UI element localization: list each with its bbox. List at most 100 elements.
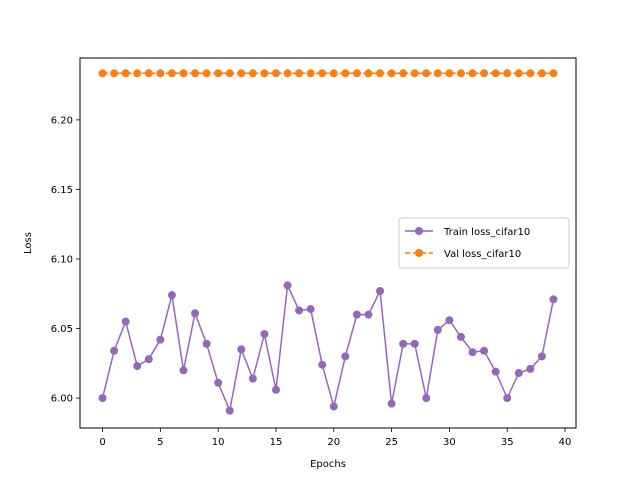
data-point-val-loss-cifar10 [399,69,408,78]
data-point-train-loss-cifar10 [283,281,292,290]
data-point-train-loss-cifar10 [549,295,558,304]
data-point-train-loss-cifar10 [491,367,500,376]
x-tick-label: 30 [443,437,456,448]
plot-series [98,69,558,415]
data-point-train-loss-cifar10 [133,362,142,371]
data-point-train-loss-cifar10 [376,286,385,295]
data-point-val-loss-cifar10 [503,69,512,78]
data-point-train-loss-cifar10 [537,352,546,361]
x-tick-label: 35 [501,437,514,448]
data-point-val-loss-cifar10 [480,69,489,78]
data-point-train-loss-cifar10 [121,317,130,326]
legend-marker-train-loss-cifar10 [415,227,423,235]
data-point-val-loss-cifar10 [121,69,130,78]
data-point-train-loss-cifar10 [422,394,431,403]
data-point-val-loss-cifar10 [341,69,350,78]
x-tick-label: 10 [212,437,225,448]
x-axis: 0 5 10 15 20 25 30 35 40 [99,428,571,448]
data-point-val-loss-cifar10 [133,69,142,78]
data-point-val-loss-cifar10 [110,69,119,78]
data-point-train-loss-cifar10 [179,366,188,375]
data-point-train-loss-cifar10 [225,406,234,415]
data-point-train-loss-cifar10 [433,325,442,334]
data-point-train-loss-cifar10 [260,330,269,339]
data-point-val-loss-cifar10 [202,69,211,78]
data-point-val-loss-cifar10 [248,69,257,78]
data-point-val-loss-cifar10 [445,69,454,78]
legend-marker-val-loss-cifar10 [415,249,423,257]
data-point-val-loss-cifar10 [329,69,338,78]
data-point-val-loss-cifar10 [318,69,327,78]
x-axis-label: Epochs [310,459,346,470]
y-tick-label: 6.05 [51,324,73,335]
y-axis-label: Loss [23,232,34,254]
plot-frame [79,57,577,429]
data-point-val-loss-cifar10 [295,69,304,78]
data-point-val-loss-cifar10 [225,69,234,78]
x-tick-label: 0 [99,437,105,448]
data-point-train-loss-cifar10 [318,360,327,369]
data-point-val-loss-cifar10 [549,69,558,78]
legend-box [398,217,570,269]
data-point-train-loss-cifar10 [248,374,257,383]
data-point-train-loss-cifar10 [295,306,304,315]
data-point-val-loss-cifar10 [387,69,396,78]
data-point-train-loss-cifar10 [503,394,512,403]
data-point-train-loss-cifar10 [364,310,373,319]
data-point-train-loss-cifar10 [399,339,408,348]
data-point-train-loss-cifar10 [514,369,523,378]
y-tick-label: 6.00 [51,394,73,405]
data-point-val-loss-cifar10 [144,69,153,78]
legend-label-train-loss-cifar10: Train loss_cifar10 [443,227,530,238]
data-point-val-loss-cifar10 [191,69,200,78]
data-point-train-loss-cifar10 [237,345,246,354]
data-point-val-loss-cifar10 [364,69,373,78]
data-point-train-loss-cifar10 [387,399,396,408]
data-point-train-loss-cifar10 [468,348,477,357]
x-tick-label: 40 [559,437,572,448]
legend-label-val-loss-cifar10: Val loss_cifar10 [444,249,521,260]
x-tick-label: 15 [270,437,283,448]
y-tick-label: 6.20 [51,115,73,126]
data-point-val-loss-cifar10 [422,69,431,78]
data-point-val-loss-cifar10 [491,69,500,78]
data-point-train-loss-cifar10 [167,291,176,300]
data-point-train-loss-cifar10 [214,378,223,387]
x-tick-label: 5 [157,437,163,448]
data-point-val-loss-cifar10 [433,69,442,78]
data-point-train-loss-cifar10 [480,346,489,355]
series-line-train-loss-cifar10 [101,282,555,414]
data-point-val-loss-cifar10 [537,69,546,78]
data-point-train-loss-cifar10 [110,346,119,355]
data-point-val-loss-cifar10 [260,69,269,78]
y-tick-label: 6.10 [51,254,73,265]
data-point-train-loss-cifar10 [156,335,165,344]
data-point-val-loss-cifar10 [283,69,292,78]
x-tick-label: 25 [385,437,398,448]
data-point-train-loss-cifar10 [445,316,454,325]
y-tick-label: 6.15 [51,185,73,196]
y-axis: 6.00 6.05 6.10 6.15 6.20 [51,115,80,405]
data-point-val-loss-cifar10 [271,69,280,78]
data-point-val-loss-cifar10 [526,69,535,78]
data-point-val-loss-cifar10 [456,69,465,78]
data-point-train-loss-cifar10 [456,332,465,341]
data-point-train-loss-cifar10 [341,352,350,361]
data-point-val-loss-cifar10 [156,69,165,78]
data-point-train-loss-cifar10 [191,309,200,318]
data-point-train-loss-cifar10 [410,339,419,348]
data-point-val-loss-cifar10 [468,69,477,78]
data-point-val-loss-cifar10 [514,69,523,78]
data-point-val-loss-cifar10 [167,69,176,78]
data-point-val-loss-cifar10 [214,69,223,78]
data-point-val-loss-cifar10 [410,69,419,78]
data-point-train-loss-cifar10 [271,385,280,394]
data-point-val-loss-cifar10 [237,69,246,78]
data-point-train-loss-cifar10 [526,364,535,373]
data-point-val-loss-cifar10 [179,69,188,78]
data-point-train-loss-cifar10 [98,394,107,403]
legend: Train loss_cifar10 Val loss_cifar10 [398,217,570,269]
data-point-val-loss-cifar10 [306,69,315,78]
data-point-train-loss-cifar10 [329,402,338,411]
